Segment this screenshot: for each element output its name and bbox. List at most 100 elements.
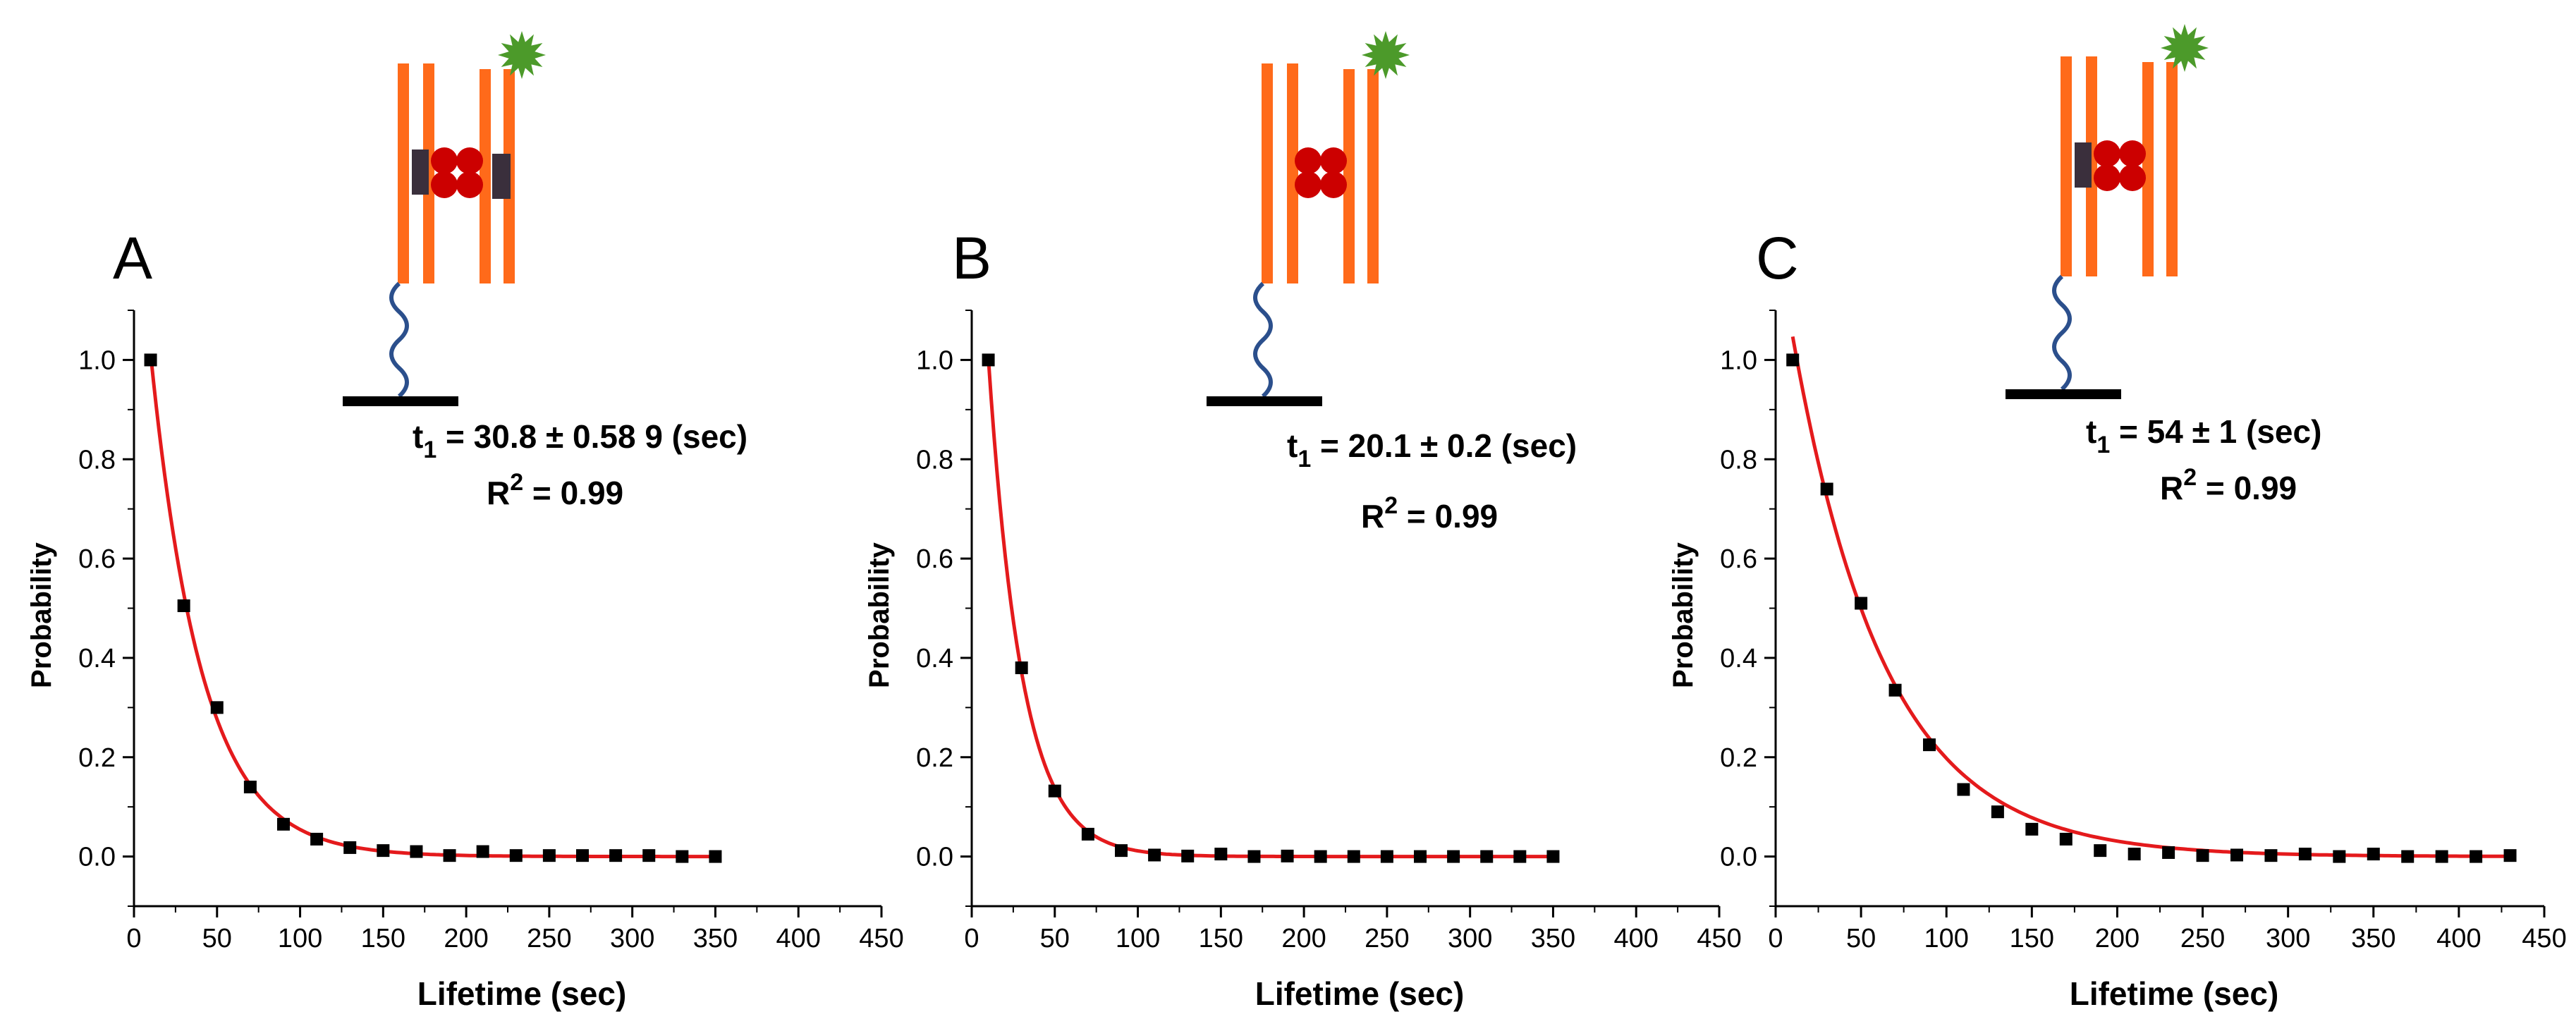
data-point: [1148, 848, 1161, 862]
x-tick-label: 50: [202, 924, 232, 953]
data-point: [1855, 597, 1868, 610]
histone-core-icon: [431, 147, 458, 174]
data-point: [443, 849, 456, 862]
fluorophore-star-icon: [1362, 31, 1410, 79]
y-axis-label: Probability: [864, 542, 895, 688]
y-tick-label: 0.6: [1720, 544, 1757, 574]
data-point: [642, 849, 656, 862]
data-point: [982, 353, 995, 367]
x-tick-label: 50: [1040, 924, 1070, 953]
data-point: [1281, 849, 1294, 862]
x-tick-label: 300: [1448, 924, 1492, 953]
panel-c: C 0 50 100 150 200 250 300 350 400 450 0.0 0.2 0.4 0.6…: [1668, 24, 2567, 1012]
histone-core-icon: [1295, 147, 1321, 174]
x-tick-label: 150: [2010, 924, 2054, 953]
data-point: [1214, 848, 1228, 861]
y-tick-label: 0.2: [78, 743, 116, 773]
data-point: [177, 599, 190, 612]
data-point: [1181, 849, 1195, 862]
data-point: [509, 849, 523, 862]
panel-b: B 0 50 100 150 200 250 300 350 400 450 0.0 0.2 0.4 0.6…: [864, 31, 1742, 1012]
x-tick-label: 250: [527, 924, 571, 953]
r2-value: = 0.99: [2197, 470, 2297, 506]
nucleosome-diagram: [343, 31, 546, 406]
data-point: [1546, 850, 1560, 863]
x-axis-label: Lifetime (sec): [1255, 975, 1465, 1012]
protein-block: [412, 150, 429, 195]
panel-label: C: [1756, 225, 1799, 291]
y-tick-label: 0.8: [1720, 445, 1757, 475]
x-tick-label: 200: [2095, 924, 2139, 953]
data-point: [1820, 482, 1833, 496]
data-point: [609, 849, 623, 862]
x-tick-label: 100: [1116, 924, 1160, 953]
t1-value: = 54 ± 1 (sec): [2110, 413, 2321, 450]
x-tick-label: 50: [1846, 924, 1876, 953]
data-point: [1991, 805, 2004, 819]
data-point: [1081, 827, 1094, 841]
r2-value: = 0.99: [1398, 498, 1498, 535]
data-point: [410, 845, 423, 858]
panel-label: B: [952, 225, 991, 291]
data-point: [1923, 738, 1936, 752]
surface-tether-icon: [389, 281, 409, 398]
y-tick-label: 0.6: [916, 544, 953, 574]
t1-symbol: t: [413, 418, 423, 455]
y-axis-label: Probability: [1668, 542, 1699, 688]
data-point: [2059, 832, 2073, 846]
dna-strand: [1287, 63, 1298, 283]
data-point: [1480, 850, 1494, 863]
data-point: [1247, 850, 1261, 863]
data-point: [1414, 850, 1427, 863]
data-point: [542, 849, 556, 862]
t1-annotation: t1 = 20.1 ± 0.2 (sec): [1287, 427, 1577, 472]
y-axis-label: Probability: [26, 542, 57, 688]
histone-core-icon: [1320, 171, 1347, 198]
panel-label: A: [113, 225, 152, 291]
r2-superscript: 2: [510, 469, 523, 496]
t1-annotation: t1 = 30.8 ± 0.58 9 (sec): [413, 418, 747, 463]
y-tick-label: 0.0: [1720, 843, 1757, 872]
x-tick-label: 450: [859, 924, 903, 953]
data-point: [1048, 784, 1061, 798]
data-point: [2435, 850, 2448, 863]
histone-core-icon: [1320, 147, 1347, 174]
x-tick-label: 350: [2351, 924, 2395, 953]
x-tick-label: 100: [1924, 924, 1969, 953]
data-point: [243, 781, 257, 793]
data-point: [1888, 683, 1902, 697]
data-point: [277, 817, 290, 831]
fit-curve: [1790, 336, 2510, 858]
data-point: [210, 701, 224, 714]
x-tick-label: 450: [2522, 924, 2566, 953]
y-tick-label: 1.0: [78, 346, 116, 375]
y-tick-label: 1.0: [916, 346, 953, 375]
x-axis-label: Lifetime (sec): [2070, 975, 2279, 1012]
data-point: [310, 832, 324, 846]
surface-tether-icon: [2052, 274, 2072, 391]
y-tick-label: 0.2: [916, 743, 953, 773]
y-tick-label: 0.8: [916, 445, 953, 475]
substrate-bar: [343, 396, 458, 406]
dna-strand: [2166, 62, 2178, 276]
dna-strand: [2142, 62, 2154, 276]
y-tick-label: 0.0: [78, 843, 116, 872]
histone-core-icon: [1295, 171, 1321, 198]
panel-a: A 0 50 100 150 200 250 300 350 400 450 0.0 0.2 0.4 0.6…: [26, 31, 904, 1012]
x-tick-label: 400: [776, 924, 821, 953]
y-tick-label: 0.8: [78, 445, 116, 475]
histone-core-icon: [2094, 164, 2120, 191]
t1-subscript: 1: [2096, 432, 2110, 458]
y-tick-label: 0.4: [1720, 644, 1757, 673]
x-tick-label: 350: [693, 924, 738, 953]
data-point: [709, 850, 722, 863]
substrate-bar: [1207, 396, 1322, 406]
data-point: [1786, 353, 1800, 367]
data-point: [676, 850, 689, 863]
x-tick-label: 300: [2266, 924, 2310, 953]
nucleosome-diagram: [1207, 31, 1410, 406]
x-tick-label: 0: [964, 924, 979, 953]
data-point: [2470, 850, 2483, 863]
data-point: [1314, 850, 1327, 863]
t1-symbol: t: [1287, 427, 1298, 464]
